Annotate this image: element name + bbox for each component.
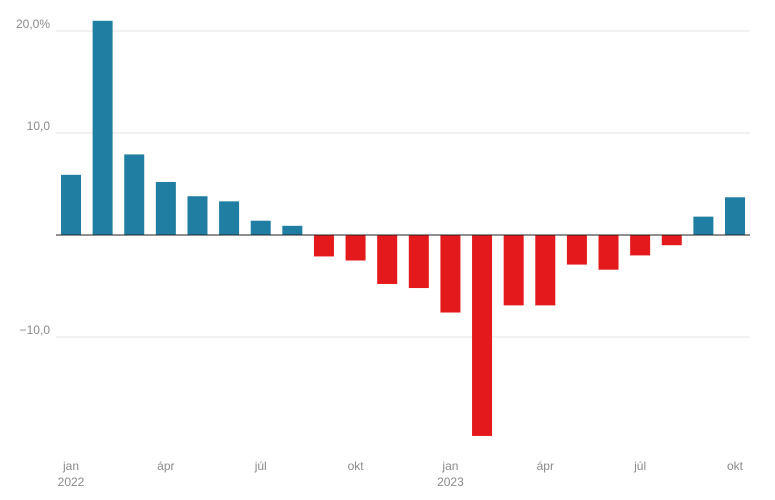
x-tick-label: ápr bbox=[537, 459, 554, 473]
grid-layer bbox=[56, 30, 750, 338]
bar-2022-04 bbox=[155, 181, 176, 235]
bar-2022-08 bbox=[282, 225, 303, 235]
bar-2022-02 bbox=[92, 20, 113, 235]
x-tick-label: júl bbox=[633, 459, 646, 473]
bar-2023-05 bbox=[566, 235, 587, 265]
x-axis-ticks: jan 2022 ápr júl okt jan 2023 ápr júl okt bbox=[58, 459, 744, 489]
x-tick-label: jan bbox=[441, 459, 458, 473]
bar-2022-05 bbox=[187, 196, 208, 235]
bar-2022-11 bbox=[377, 235, 398, 284]
bar-2022-10 bbox=[345, 235, 366, 261]
bar-2022-09 bbox=[313, 235, 334, 257]
x-tick-year-label: 2023 bbox=[437, 475, 464, 489]
bars-layer bbox=[61, 20, 745, 436]
bar-2023-01 bbox=[440, 235, 461, 313]
x-tick-label: okt bbox=[348, 459, 365, 473]
bar-2023-08 bbox=[661, 235, 682, 246]
bar-2023-07 bbox=[630, 235, 651, 256]
bar-2022-01 bbox=[61, 174, 81, 235]
bar-2023-03 bbox=[503, 235, 524, 306]
bar-2023-09 bbox=[693, 216, 714, 235]
y-tick-label: 20,0% bbox=[16, 17, 50, 31]
bar-2023-02 bbox=[472, 235, 493, 436]
y-tick-label: 10,0 bbox=[27, 119, 51, 133]
y-tick-label: −10,0 bbox=[20, 323, 51, 337]
x-tick-label: júl bbox=[254, 459, 267, 473]
bar-2022-07 bbox=[250, 220, 271, 235]
bar-2023-10 bbox=[725, 197, 745, 235]
x-tick-label: okt bbox=[727, 459, 744, 473]
x-tick-label: jan bbox=[62, 459, 79, 473]
bar-2022-06 bbox=[219, 201, 240, 235]
x-tick-label: ápr bbox=[157, 459, 174, 473]
y-axis-ticks: 20,0% 10,0 −10,0 bbox=[16, 17, 50, 337]
x-tick-year-label: 2022 bbox=[58, 475, 85, 489]
bar-2023-04 bbox=[535, 235, 556, 306]
bar-2022-12 bbox=[408, 235, 429, 289]
bar-2022-03 bbox=[124, 154, 145, 235]
bar-2023-06 bbox=[598, 235, 619, 270]
